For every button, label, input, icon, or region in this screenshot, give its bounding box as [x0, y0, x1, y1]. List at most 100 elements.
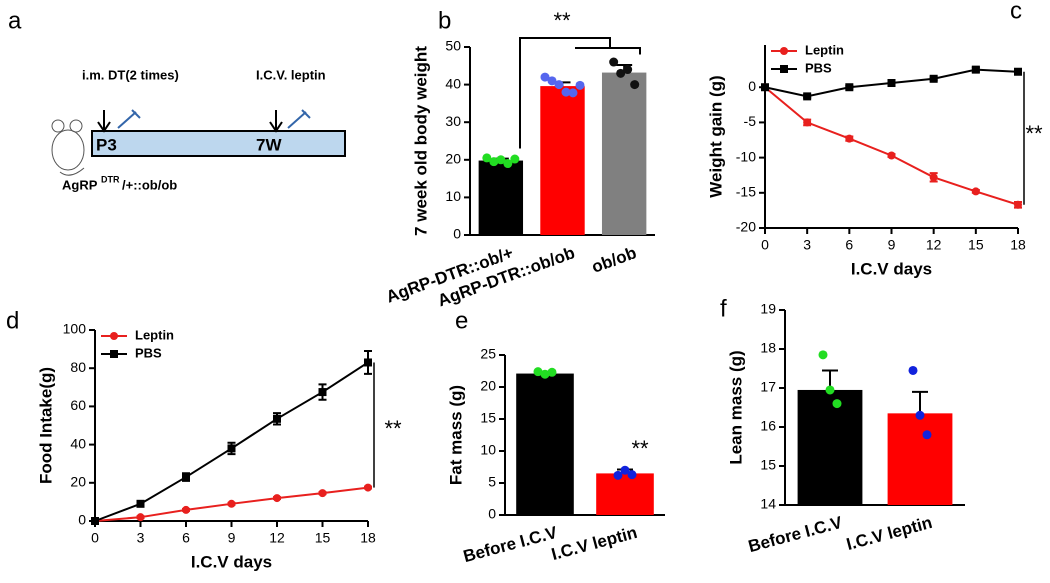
data-point [136, 499, 145, 508]
data-point [1014, 67, 1022, 76]
series-line [764, 86, 1019, 206]
data-point [533, 367, 543, 377]
y-tick-label: 15 [480, 410, 496, 426]
data-point [489, 157, 499, 167]
y-tick-label: 0 [488, 506, 496, 522]
legend-label: PBS [135, 345, 162, 360]
x-tick-label: 3 [803, 237, 811, 253]
legend-label: Leptin [135, 327, 174, 342]
data-point [609, 57, 619, 67]
x-tick-label: 12 [926, 237, 942, 253]
significance-bracket [519, 37, 641, 149]
data-point [803, 92, 812, 101]
data-point [554, 80, 564, 90]
syringe [287, 109, 311, 129]
error-bar [912, 390, 928, 414]
data-point [547, 76, 557, 86]
y-tick-label: 10 [480, 442, 496, 458]
data-point [318, 489, 327, 498]
dt-label: i.m. DT(2 times) [82, 67, 179, 82]
annotation: ** [553, 8, 571, 33]
x-tick-label: 0 [91, 530, 99, 546]
x-axis-label: I.C.V days [851, 259, 932, 278]
y-tick-label: 16 [760, 418, 776, 434]
y-tick-label: 15 [760, 457, 776, 473]
bar [797, 389, 863, 505]
icv-label: I.C.V. leptin [256, 67, 326, 82]
end-label: 7W [256, 135, 282, 154]
data-point [1014, 200, 1022, 209]
data-point [547, 367, 557, 377]
x-tick-label: I.C.V leptin [549, 523, 639, 564]
data-point [929, 74, 938, 83]
legend-marker [780, 65, 788, 73]
y-tick-label: 20 [445, 151, 461, 167]
data-point [273, 414, 281, 423]
legend-label: Leptin [805, 42, 844, 57]
y-tick-label: 0 [78, 512, 86, 528]
annotation: ** [384, 416, 402, 441]
y-tick-label: -15 [736, 184, 756, 200]
panel-letter: f [720, 295, 727, 322]
arrow [269, 110, 283, 133]
bar [478, 160, 524, 235]
x-tick-label: 6 [182, 530, 190, 546]
data-point [929, 173, 938, 182]
y-tick-label: -10 [736, 148, 756, 164]
legend-marker [780, 47, 788, 55]
data-point [908, 365, 918, 375]
y-tick-label: 18 [760, 340, 776, 356]
data-point [364, 358, 372, 367]
data-point [887, 151, 896, 160]
x-tick-label: I.C.V leptin [844, 513, 934, 554]
legend-marker [110, 332, 118, 340]
x-tick-label: 3 [137, 530, 145, 546]
x-tick-label: 6 [845, 237, 853, 253]
data-point [845, 134, 854, 143]
x-tick-label: ob/ob [589, 243, 639, 277]
data-point [318, 388, 327, 397]
arrow [97, 110, 111, 133]
data-point [971, 65, 980, 74]
x-tick-label: Before I.C.V [461, 523, 560, 566]
data-point [91, 517, 99, 525]
y-tick-label: 17 [760, 379, 776, 395]
x-tick-label: 18 [360, 530, 376, 546]
data-point [613, 470, 623, 480]
genotype: AgRP [62, 177, 98, 192]
data-point [510, 154, 520, 164]
x-tick-label: 15 [968, 237, 984, 253]
data-point [627, 470, 637, 480]
genotype-sup: DTR [101, 174, 120, 184]
y-tick-label: 25 [480, 346, 496, 362]
data-point [818, 350, 828, 360]
data-point [971, 187, 980, 196]
bar [596, 473, 654, 515]
data-point [503, 159, 513, 169]
x-tick-label: 18 [1010, 237, 1026, 253]
data-point [496, 155, 506, 165]
data-point [575, 80, 585, 90]
x-tick-label: Before I.C.V [746, 513, 845, 556]
data-point [825, 385, 835, 395]
y-tick-label: 20 [480, 378, 496, 394]
data-point [227, 499, 236, 508]
y-tick-label: 30 [445, 113, 461, 129]
y-tick-label: 50 [445, 38, 461, 54]
data-point [540, 72, 550, 82]
syringe [117, 109, 141, 129]
y-tick-label: 20 [70, 474, 86, 490]
y-axis-label: Lean mass (g) [726, 350, 745, 464]
bar [540, 86, 585, 235]
bar [887, 413, 953, 505]
data-point [915, 410, 925, 420]
x-tick-label: 9 [888, 237, 896, 253]
x-axis-label: I.C.V days [191, 552, 272, 571]
data-point [136, 513, 145, 522]
data-point [630, 80, 640, 90]
data-point [227, 444, 236, 453]
y-tick-label: 10 [445, 188, 461, 204]
x-tick-label: 15 [315, 530, 331, 546]
y-tick-label: 100 [63, 321, 87, 337]
